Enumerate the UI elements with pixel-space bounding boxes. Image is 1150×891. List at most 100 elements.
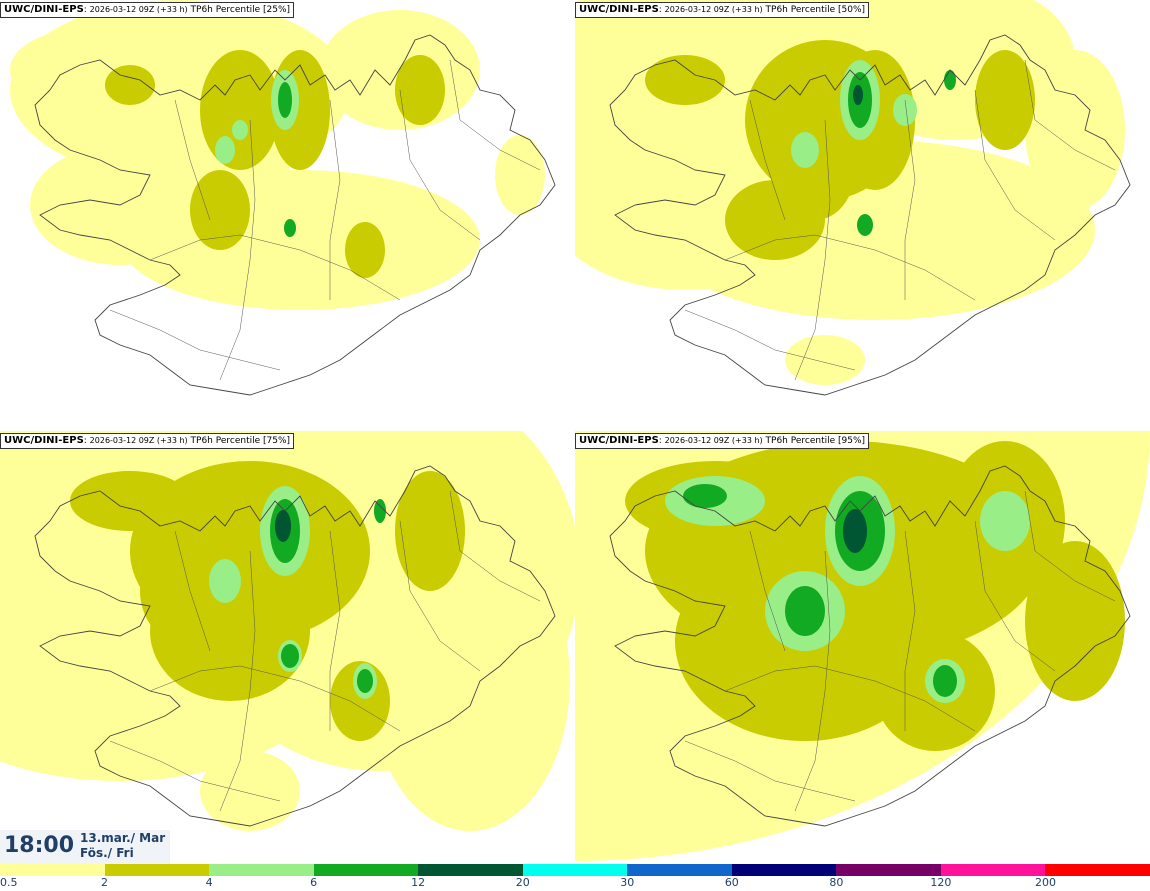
panel-title: UWC/DINI-EPS: 2026-03-12 09Z (+33 h) TP6… bbox=[575, 2, 870, 18]
region-boundary bbox=[1024, 59, 1116, 171]
region-boundary bbox=[449, 490, 541, 602]
precip-area-very-heavy bbox=[857, 214, 873, 236]
region-boundary bbox=[904, 99, 916, 300]
colorbar-tick-label: 60 bbox=[724, 876, 739, 889]
map-panel-p50: UWC/DINI-EPS: 2026-03-12 09Z (+33 h) TP6… bbox=[575, 0, 1150, 430]
precip-area-light bbox=[370, 531, 570, 831]
region-boundary bbox=[684, 309, 856, 371]
precip-area-moderate bbox=[70, 471, 190, 531]
precip-area-extreme bbox=[275, 510, 291, 542]
precip-area-heavy bbox=[893, 94, 917, 126]
region-boundary bbox=[219, 119, 256, 381]
color-swatch bbox=[104, 864, 210, 876]
colorbar-tick-label: 80 bbox=[829, 876, 844, 889]
panel-title: UWC/DINI-EPS: 2026-03-12 09Z (+33 h) TP6… bbox=[575, 433, 870, 449]
color-swatch bbox=[418, 864, 523, 876]
valid-time: 18:00 bbox=[4, 833, 75, 858]
colorbar-tick-label: 120 bbox=[930, 876, 952, 889]
precip-area-moderate bbox=[200, 50, 280, 170]
region-boundary bbox=[174, 530, 211, 652]
precip-area-very-heavy bbox=[944, 70, 956, 90]
precip-field bbox=[0, 431, 575, 831]
map-panel-p95: UWC/DINI-EPS: 2026-03-12 09Z (+33 h) TP6… bbox=[575, 431, 1150, 861]
precip-area-moderate bbox=[105, 65, 155, 105]
precip-area-very-heavy bbox=[284, 219, 296, 237]
color-swatch bbox=[836, 864, 941, 876]
precip-area-very-heavy bbox=[933, 665, 957, 697]
precip-area-moderate bbox=[395, 471, 465, 591]
valid-time-box: 18:00 13.mar./ Mar Fös./ Fri bbox=[0, 830, 170, 864]
precip-area-extreme bbox=[853, 85, 863, 105]
precip-field bbox=[10, 0, 545, 310]
coastline bbox=[609, 34, 1131, 396]
map-panel-p75: UWC/DINI-EPS: 2026-03-12 09Z (+33 h) TP6… bbox=[0, 431, 575, 861]
region-boundary bbox=[399, 520, 481, 672]
colorbar-tick-label: 4 bbox=[205, 876, 213, 889]
color-scale-ticks: 0.5 2 4 6 12 20 30 60 80 120 200 bbox=[0, 876, 1150, 891]
color-swatch bbox=[731, 864, 837, 876]
precip-map bbox=[575, 0, 1131, 396]
panel-title: UWC/DINI-EPS: 2026-03-12 09Z (+33 h) TP6… bbox=[0, 2, 295, 18]
precip-area-heavy bbox=[209, 559, 241, 603]
colorbar-tick-label: 200 bbox=[1034, 876, 1056, 889]
precip-area-moderate bbox=[345, 222, 385, 278]
color-swatch bbox=[627, 864, 732, 876]
region-boundary bbox=[974, 520, 1056, 672]
precip-area-moderate bbox=[395, 55, 445, 125]
precip-map bbox=[0, 431, 575, 831]
region-boundary bbox=[904, 530, 916, 731]
precip-area-moderate bbox=[190, 170, 250, 250]
precip-area-moderate bbox=[645, 55, 725, 105]
precip-area-moderate bbox=[775, 120, 855, 220]
color-swatch bbox=[1045, 864, 1150, 876]
precip-area-very-heavy bbox=[357, 669, 373, 693]
colorbar-tick-label: 2 bbox=[101, 876, 109, 889]
precip-map bbox=[575, 431, 1150, 861]
region-boundary bbox=[749, 99, 786, 221]
region-boundary bbox=[1024, 490, 1116, 602]
precip-area-heavy bbox=[791, 132, 819, 168]
colorbar-tick-label: 12 bbox=[411, 876, 426, 889]
region-boundary bbox=[794, 119, 831, 381]
coastline bbox=[34, 465, 556, 827]
color-swatch bbox=[209, 864, 314, 876]
region-boundary bbox=[749, 530, 786, 652]
color-scale-bar bbox=[0, 864, 1150, 876]
region-boundary bbox=[109, 309, 281, 371]
precip-area-very-heavy bbox=[281, 644, 299, 668]
color-swatch bbox=[313, 864, 419, 876]
color-swatch bbox=[0, 864, 105, 876]
precip-area-moderate bbox=[1025, 541, 1125, 701]
valid-day: Fös./ Fri bbox=[80, 846, 134, 860]
region-boundary bbox=[449, 59, 541, 171]
precip-area-very-heavy bbox=[683, 484, 727, 508]
region-boundary bbox=[399, 89, 481, 241]
region-boundary bbox=[974, 89, 1056, 241]
region-boundary bbox=[174, 99, 211, 221]
region-boundary bbox=[684, 740, 856, 802]
colorbar-tick-label: 0.5 bbox=[0, 876, 18, 889]
map-panel-p25: UWC/DINI-EPS: 2026-03-12 09Z (+33 h) TP6… bbox=[0, 0, 575, 430]
colorbar-tick-label: 20 bbox=[515, 876, 530, 889]
precip-area-light bbox=[200, 751, 300, 831]
region-boundary bbox=[109, 740, 281, 802]
color-swatch bbox=[522, 864, 628, 876]
precip-area-light bbox=[495, 135, 545, 215]
precip-area-moderate bbox=[150, 561, 310, 701]
precip-area-light bbox=[785, 335, 865, 385]
region-boundary bbox=[329, 99, 341, 300]
precip-area-light bbox=[1025, 50, 1125, 210]
region-boundary bbox=[724, 665, 976, 732]
precip-field bbox=[575, 431, 1150, 861]
region-boundary bbox=[724, 234, 976, 301]
precip-area-heavy bbox=[980, 491, 1030, 551]
precip-area-heavy bbox=[232, 120, 248, 140]
region-boundary bbox=[149, 665, 401, 732]
precip-area-very-heavy bbox=[278, 82, 292, 118]
coastline bbox=[34, 34, 556, 396]
precip-area-extreme bbox=[843, 509, 867, 553]
precip-field bbox=[575, 0, 1125, 385]
colorbar-tick-label: 6 bbox=[310, 876, 318, 889]
region-boundary bbox=[329, 530, 341, 731]
color-swatch bbox=[940, 864, 1046, 876]
